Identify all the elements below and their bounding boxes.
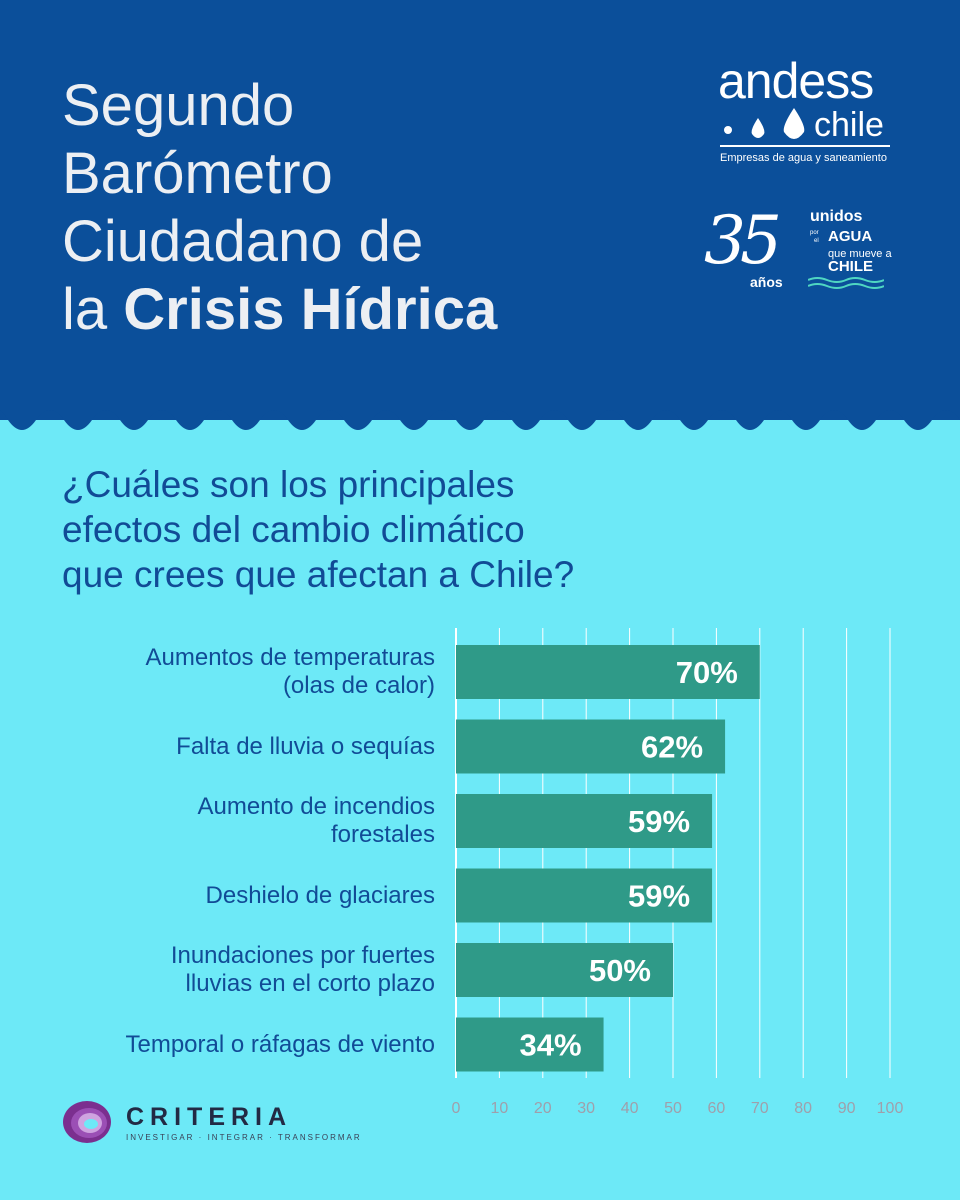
title-line: Segundo [62, 73, 295, 138]
title-line: Barómetro [62, 141, 333, 206]
category-label-line: Aumento de incendios [197, 793, 436, 820]
bar [456, 719, 726, 774]
x-tick-label: 80 [794, 1100, 813, 1117]
water-drops-icon [724, 108, 805, 139]
category-label: Aumento de incendios forestales [15, 793, 436, 849]
page-title: Segundo Barómetro Ciudadano de la Crisis… [62, 72, 622, 344]
criteria-logo: CRITERIA INVESTIGAR · INTEGRAR · TRANSFO… [60, 1097, 360, 1147]
anniversary-text-por: por [810, 230, 819, 236]
category-label: Deshielo de glaciares [15, 882, 435, 910]
bar [456, 868, 713, 923]
category-label: Temporal o ráfagas de viento [15, 1031, 435, 1059]
criteria-name: CRITERIA [126, 1103, 293, 1131]
bar-chart-plot: 70% 62% 59% 59% 50% 34% [455, 628, 891, 1078]
category-label: Inundaciones por fuertes lluvias en el co… [15, 942, 435, 998]
title-emphasis: Crisis Hídrica [123, 277, 498, 342]
category-label: Falta de lluvia o sequías [15, 733, 435, 761]
andess-tagline: Empresas de agua y saneamiento [720, 152, 887, 164]
category-label-line: (olas de calor) [282, 672, 435, 699]
waves-icon [808, 277, 884, 289]
andess-logo-chile: chile [814, 106, 884, 144]
bar-value-label: 62% [641, 730, 703, 765]
x-tick-label: 20 [533, 1100, 552, 1117]
category-label-line: Deshielo de glaciares [205, 881, 435, 909]
anniversary-years: años [750, 274, 783, 290]
x-tick-label: 0 [451, 1100, 461, 1117]
category-label-line: Inundaciones por fuertes [170, 942, 435, 969]
question-line: efectos del cambio climático [62, 509, 525, 550]
wave-divider [0, 395, 960, 430]
anniversary-text-agua: AGUA [828, 228, 873, 245]
criteria-swirl-icon [63, 1101, 111, 1143]
title-line: Ciudadano de [62, 209, 424, 274]
category-label-line: Aumentos de temperaturas [145, 644, 436, 671]
andess-logo-word: andess [718, 53, 874, 109]
x-tick-label: 50 [664, 1100, 682, 1117]
x-tick-label: 40 [620, 1100, 639, 1117]
logo-divider [720, 145, 890, 147]
x-tick-label: 30 [577, 1100, 596, 1117]
x-tick-label: 100 [876, 1100, 904, 1117]
anniversary-number: 35 [704, 202, 782, 279]
bar-value-label: 34% [520, 1028, 582, 1063]
anniversary-logo: 35 años unidos por el AGUA que mueve a C… [704, 200, 894, 300]
bar-value-label: 59% [628, 879, 690, 914]
bar [456, 1017, 604, 1072]
bar-value-label: 59% [628, 804, 690, 839]
x-tick-label: 60 [707, 1100, 726, 1117]
category-label-line: Falta de lluvia o sequías [176, 732, 435, 760]
category-label-line: forestales [330, 821, 435, 848]
anniversary-text-el: el [814, 238, 819, 244]
bar [456, 943, 673, 997]
bar-value-label: 70% [676, 655, 738, 690]
question-line: que crees que afectan a Chile? [62, 554, 575, 595]
criteria-tagline: INVESTIGAR · INTEGRAR · TRANSFORMAR [126, 1133, 362, 1142]
question-line: ¿Cuáles son los principales [62, 464, 515, 505]
x-tick-label: 10 [490, 1100, 509, 1117]
andess-logo: andess chile Empresas de agua y saneamie… [716, 56, 896, 176]
bar [456, 794, 713, 848]
category-label: Aumentos de temperaturas (olas de calor) [15, 644, 436, 700]
category-label-line: Temporal o ráfagas de viento [125, 1030, 435, 1058]
x-tick-label: 90 [837, 1100, 856, 1117]
survey-question: ¿Cuáles son los principales efectos del … [62, 462, 782, 597]
anniversary-text-chile: CHILE [828, 258, 873, 275]
x-tick-label: 70 [750, 1100, 769, 1117]
title-line: la [62, 277, 124, 342]
bar [456, 645, 760, 699]
category-label-line: lluvias en el corto plazo [185, 970, 435, 997]
header-panel [0, 0, 960, 420]
anniversary-text-mueve: que mueve a [828, 248, 892, 260]
bar-value-label: 50% [589, 953, 651, 988]
anniversary-text-unidos: unidos [810, 208, 863, 225]
bar-chart: 70% 62% 59% 59% 50% 34% 0 10 20 30 40 50 60 70 80 90 10… [0, 600, 960, 1140]
